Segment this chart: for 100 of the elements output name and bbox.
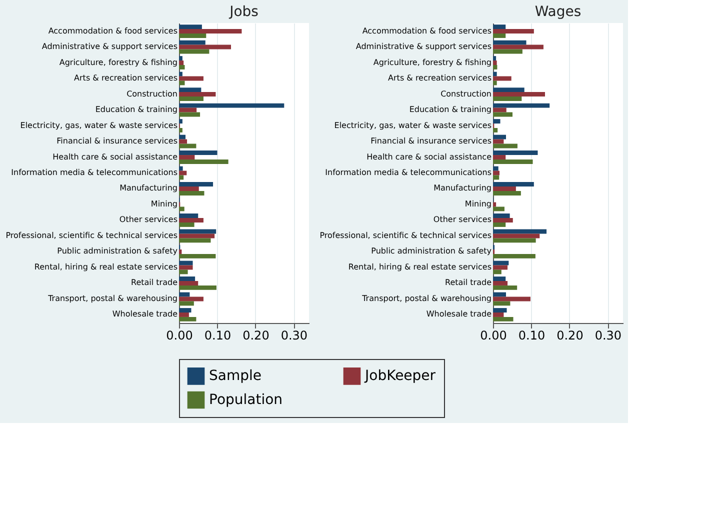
bar	[493, 222, 506, 227]
bar	[179, 285, 216, 290]
bar	[493, 103, 550, 108]
bar	[493, 112, 512, 117]
y-tick-label: Information media & telecommunications	[11, 168, 178, 177]
bar	[179, 139, 188, 144]
bar	[179, 49, 210, 54]
bar	[179, 175, 184, 180]
x-tick-label: 0.30	[280, 328, 308, 342]
bar	[493, 24, 506, 30]
bar	[493, 119, 500, 124]
x-tick-label: 0.10	[204, 328, 232, 342]
bar	[493, 150, 538, 156]
y-tick-label: Public administration & safety	[371, 246, 492, 256]
y-tick-label: Education & training	[95, 105, 178, 114]
bar	[493, 316, 514, 322]
bar	[179, 222, 194, 227]
y-tick-label: Construction	[440, 89, 492, 98]
bar	[493, 40, 526, 45]
bar	[493, 254, 536, 258]
bar	[493, 88, 524, 92]
legend-label: Population	[209, 392, 283, 408]
y-tick-label: Public administration & safety	[57, 246, 178, 256]
bar	[179, 190, 204, 196]
bar	[179, 276, 196, 282]
bar	[493, 155, 506, 160]
y-tick-label: Professional, scientific & technical services	[6, 230, 178, 240]
bar	[179, 214, 198, 218]
bar	[179, 182, 214, 187]
bar	[179, 296, 204, 302]
y-tick-label: Accommodation & food services	[48, 26, 178, 36]
x-tick-label: 0.10	[518, 328, 546, 342]
legend-label: JobKeeper	[364, 368, 436, 384]
bar	[179, 56, 182, 61]
bar	[493, 108, 506, 112]
y-tick-label: Information media & telecommunications	[325, 168, 492, 177]
x-tick-label: 0.30	[594, 328, 622, 342]
bar	[179, 80, 185, 86]
y-tick-label: Transport, postal & warehousing	[361, 294, 492, 303]
bar	[179, 159, 228, 164]
bar	[493, 144, 518, 148]
y-tick-label: Mining	[150, 199, 178, 208]
bar	[493, 285, 518, 290]
bar	[493, 276, 506, 282]
bar	[493, 166, 498, 171]
bar	[179, 44, 231, 50]
bar	[493, 218, 513, 222]
bar	[493, 64, 498, 70]
bar	[493, 34, 506, 38]
bar	[179, 103, 284, 108]
y-tick-label: Retail trade	[445, 278, 492, 288]
x-tick-label: 0.20	[242, 328, 270, 342]
bar	[493, 296, 530, 302]
bar	[493, 301, 510, 306]
x-tick-label: 0.20	[556, 328, 584, 342]
bar	[493, 159, 533, 164]
y-tick-label: Manufacturing	[434, 184, 492, 193]
bar	[493, 76, 512, 81]
y-tick-label: Rental, hiring & real estate services	[348, 262, 492, 272]
bar	[493, 265, 508, 270]
bar	[493, 308, 507, 312]
x-tick-label: 0.00	[480, 328, 507, 342]
y-tick-label: Administrative & support services	[356, 42, 492, 52]
bar	[179, 301, 194, 306]
bar	[493, 270, 502, 274]
bar	[493, 72, 497, 76]
bar	[179, 265, 193, 270]
bar	[179, 29, 242, 34]
bar	[493, 29, 534, 34]
y-tick-label: Wholesale trade	[426, 310, 492, 319]
y-tick-label: Retail trade	[131, 278, 178, 288]
bar	[179, 229, 216, 234]
bar	[493, 92, 545, 96]
bar	[179, 260, 193, 266]
bar	[179, 134, 186, 140]
bar	[493, 170, 500, 176]
bar	[493, 44, 544, 50]
chart-title: Wages	[534, 4, 582, 20]
y-tick-label: Professional, scientific & technical services	[320, 230, 492, 240]
bar	[493, 238, 536, 243]
chart-title: Jobs	[228, 4, 258, 20]
bar	[493, 182, 534, 187]
y-tick-label: Manufacturing	[120, 184, 178, 193]
bar	[179, 144, 196, 148]
bar	[493, 229, 547, 234]
bar	[493, 206, 504, 212]
bar	[179, 24, 202, 30]
bar	[179, 112, 200, 117]
bar	[179, 312, 189, 317]
bar	[179, 254, 216, 258]
bar	[179, 186, 199, 191]
bar	[179, 316, 196, 322]
y-tick-label: Health care & social assistance	[366, 152, 492, 162]
y-tick-label: Other services	[433, 215, 492, 224]
bar	[179, 270, 188, 274]
bar	[179, 128, 182, 132]
legend-label: Sample	[209, 368, 262, 384]
y-tick-label: Agriculture, forestry & fishing	[59, 58, 178, 67]
x-tick-label: 0.00	[166, 328, 193, 342]
bar	[179, 218, 204, 222]
